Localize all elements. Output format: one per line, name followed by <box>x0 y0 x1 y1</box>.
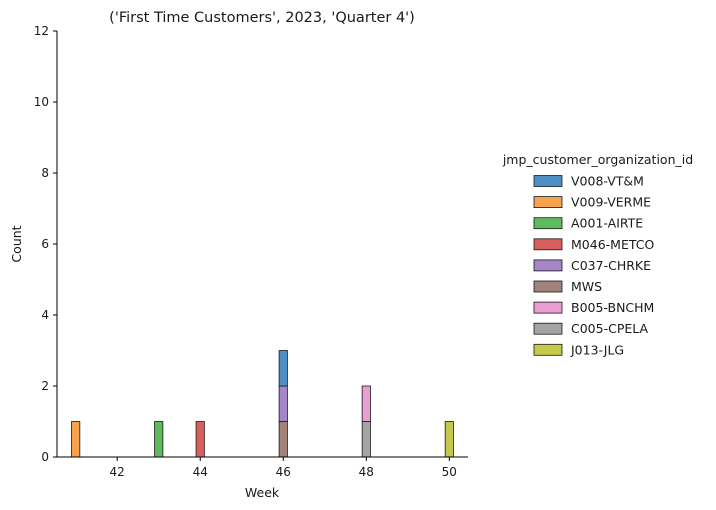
legend-swatch <box>533 196 563 209</box>
legend-swatch <box>533 259 563 272</box>
legend-label: A001-AIRTE <box>571 216 643 231</box>
bar-j013-jlg-week-50 <box>444 421 454 458</box>
legend-swatch <box>533 280 563 293</box>
bar-v008-vt-m-week-46 <box>278 350 288 387</box>
legend-label: B005-BNCHM <box>571 300 654 315</box>
bar-b005-bnchm-week-48 <box>361 385 371 422</box>
bar-mws-week-46 <box>278 421 288 458</box>
legend-label: C005-CPELA <box>571 321 649 336</box>
x-tick-label: 46 <box>276 465 291 479</box>
legend-label: J013-JLG <box>570 342 624 357</box>
legend-title: jmp_customer_organization_id <box>502 152 693 167</box>
legend-label: C037-CHRKE <box>571 258 651 273</box>
legend-swatch <box>533 343 563 356</box>
legend-swatch <box>533 322 563 335</box>
legend-swatch <box>533 217 563 230</box>
legend-swatch <box>533 301 563 314</box>
y-tick-label: 0 <box>41 450 49 464</box>
bar-m046-metco-week-44 <box>195 421 205 458</box>
bars-group <box>71 350 454 458</box>
legend-swatch <box>533 175 563 187</box>
y-tick-label: 12 <box>34 24 49 38</box>
x-tick-label: 42 <box>110 465 125 479</box>
legend-swatch <box>533 238 563 251</box>
legend-label: MWS <box>571 279 602 294</box>
y-tick-label: 8 <box>41 166 49 180</box>
legend: jmp_customer_organization_id V008-VT&M V00… <box>502 152 693 357</box>
x-axis-label: Week <box>245 485 280 500</box>
bar-v009-verme-week-41 <box>71 421 81 458</box>
y-tick-label: 10 <box>34 95 49 109</box>
legend-label: V008-VT&M <box>571 174 644 189</box>
legend-label: V009-VERME <box>571 195 651 210</box>
y-tick-label: 6 <box>41 237 49 251</box>
legend-label: M046-METCO <box>571 237 654 252</box>
bar-a001-airte-week-43 <box>154 421 164 458</box>
y-axis-label: Count <box>9 225 24 262</box>
y-tick-label: 4 <box>41 308 49 322</box>
bar-c005-cpela-week-48 <box>361 421 371 458</box>
bar-c037-chrke-week-46 <box>278 385 288 422</box>
y-tick-label: 2 <box>41 379 49 393</box>
x-tick-label: 44 <box>193 465 208 479</box>
x-tick-label: 48 <box>359 465 374 479</box>
chart-title: ('First Time Customers', 2023, 'Quarter … <box>109 10 415 26</box>
x-tick-label: 50 <box>442 465 457 479</box>
